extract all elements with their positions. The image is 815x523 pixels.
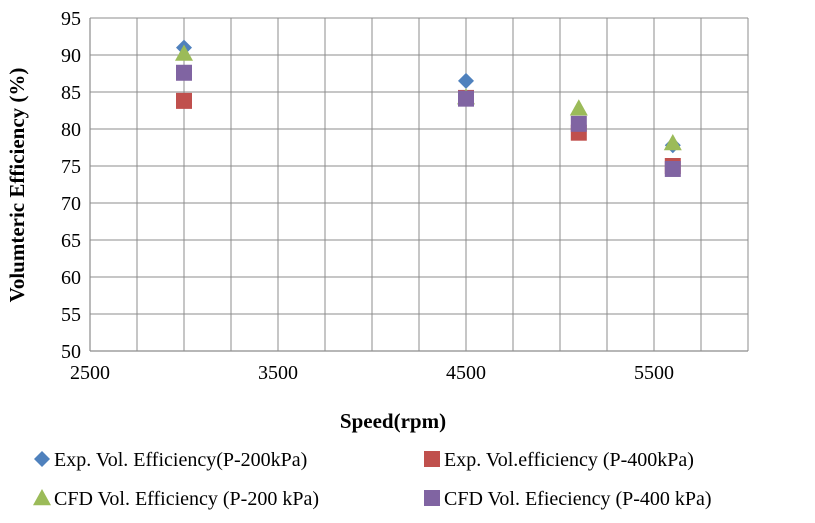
x-tick-label: 5500 [634, 362, 674, 384]
legend-item: CFD Vol. Efficiency (P-200 kPa) [33, 488, 319, 510]
data-point [458, 90, 474, 107]
data-point [176, 92, 192, 109]
x-tick-label: 2500 [70, 362, 110, 384]
data-point [458, 72, 474, 89]
data-point [570, 115, 587, 132]
data-points [175, 39, 682, 177]
y-tick-label: 65 [61, 230, 81, 252]
data-point [663, 134, 682, 151]
x-tick-label: 4500 [446, 362, 486, 384]
y-tick-label: 55 [61, 304, 81, 326]
legend-label: CFD Vol. Efieciency (P-400 kPa) [444, 488, 712, 510]
legend-label: CFD Vol. Efficiency (P-200 kPa) [54, 488, 319, 510]
legend-marker [33, 489, 51, 506]
tick-labels: 50 55 60 65 70 75 80 85 90 95 2500 3500 4500 5500 [61, 8, 674, 384]
data-point [569, 99, 588, 116]
y-tick-label: 50 [61, 341, 81, 363]
legend-item: Exp. Vol.efficiency (P-400kPa) [424, 449, 694, 471]
legend-marker [424, 490, 440, 506]
data-point [176, 64, 192, 81]
legend: Exp. Vol. Efficiency(P-200kPa) Exp. Vol.e… [33, 449, 712, 510]
legend-label: Exp. Vol. Efficiency(P-200kPa) [54, 449, 307, 471]
data-point [664, 160, 681, 177]
axes [89, 18, 748, 352]
legend-marker [34, 451, 50, 467]
grid-lines [89, 17, 749, 352]
y-tick-label: 90 [61, 45, 81, 67]
legend-item: Exp. Vol. Efficiency(P-200kPa) [34, 449, 307, 471]
data-point [175, 44, 193, 61]
y-axis-label: Volumteric Efficiency (%) [5, 68, 29, 303]
y-tick-label: 75 [61, 156, 81, 178]
y-tick-label: 85 [61, 82, 81, 104]
x-axis-label: Speed(rpm) [340, 409, 446, 433]
y-tick-label: 70 [61, 193, 81, 215]
legend-label: Exp. Vol.efficiency (P-400kPa) [444, 449, 694, 471]
y-tick-label: 60 [61, 267, 81, 289]
y-tick-label: 80 [61, 119, 81, 141]
x-tick-label: 3500 [258, 362, 298, 384]
y-tick-label: 95 [61, 8, 81, 30]
legend-item: CFD Vol. Efieciency (P-400 kPa) [424, 488, 712, 510]
legend-marker [424, 451, 440, 467]
